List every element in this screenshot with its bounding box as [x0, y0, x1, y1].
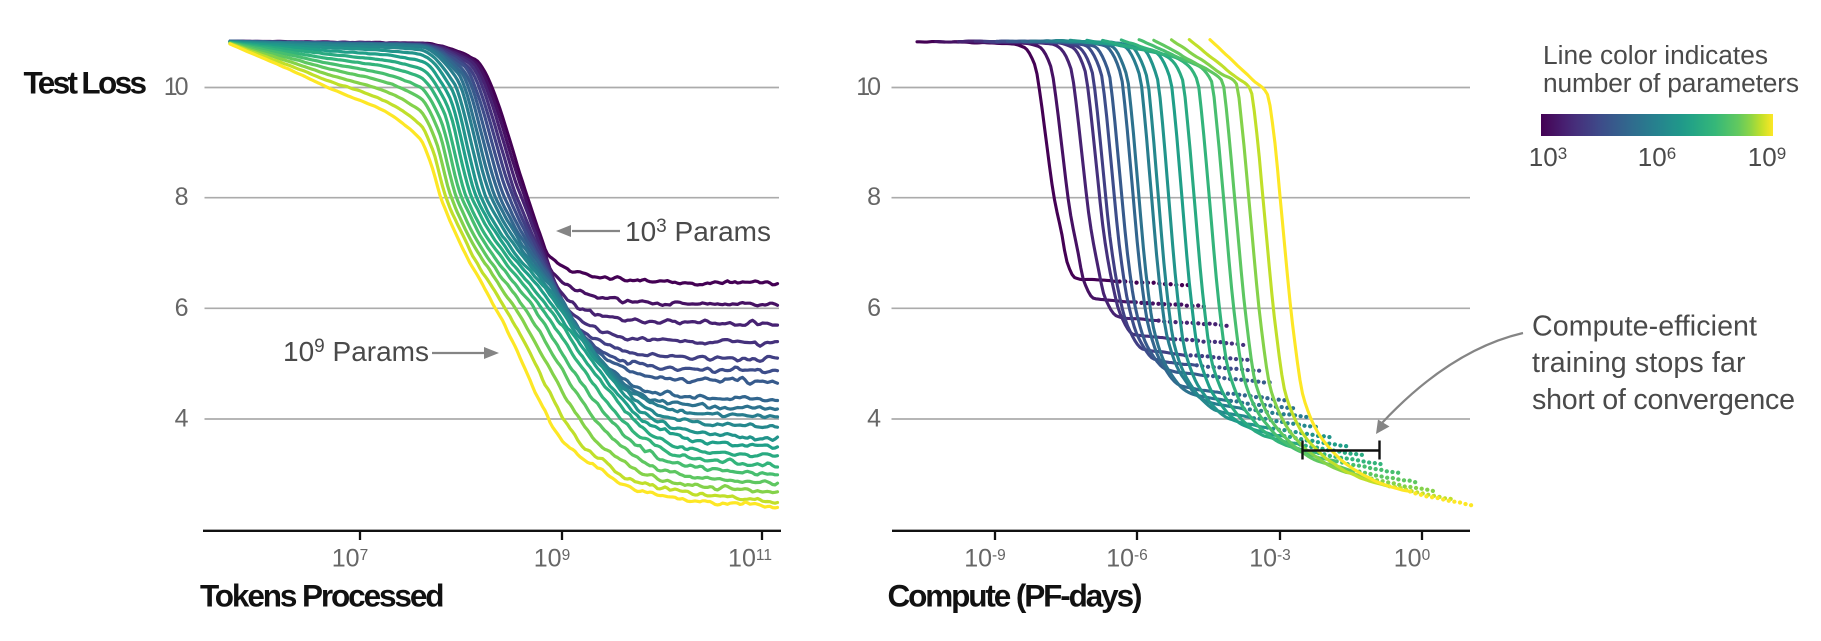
svg-text:Line color indicates: Line color indicates	[1543, 40, 1768, 70]
svg-text:number of parameters: number of parameters	[1543, 68, 1799, 98]
svg-text:8: 8	[175, 183, 189, 211]
svg-text:Test Loss: Test Loss	[24, 65, 148, 101]
svg-text:109 Params: 109 Params	[283, 336, 429, 367]
svg-text:8: 8	[867, 183, 881, 211]
svg-text:4: 4	[175, 405, 189, 433]
svg-text:Tokens Processed: Tokens Processed	[200, 578, 445, 614]
svg-text:10-9: 10-9	[964, 544, 1006, 572]
svg-text:training stops far: training stops far	[1532, 347, 1746, 379]
svg-text:short of convergence: short of convergence	[1532, 384, 1795, 416]
svg-text:4: 4	[867, 405, 881, 433]
svg-text:Compute-efficient: Compute-efficient	[1532, 311, 1757, 343]
svg-text:10: 10	[856, 73, 881, 101]
svg-text:6: 6	[867, 294, 881, 322]
svg-text:103 Params: 103 Params	[625, 216, 771, 247]
svg-text:10: 10	[164, 73, 189, 101]
svg-text:6: 6	[175, 294, 189, 322]
svg-text:Compute (PF-days): Compute (PF-days)	[888, 578, 1143, 614]
